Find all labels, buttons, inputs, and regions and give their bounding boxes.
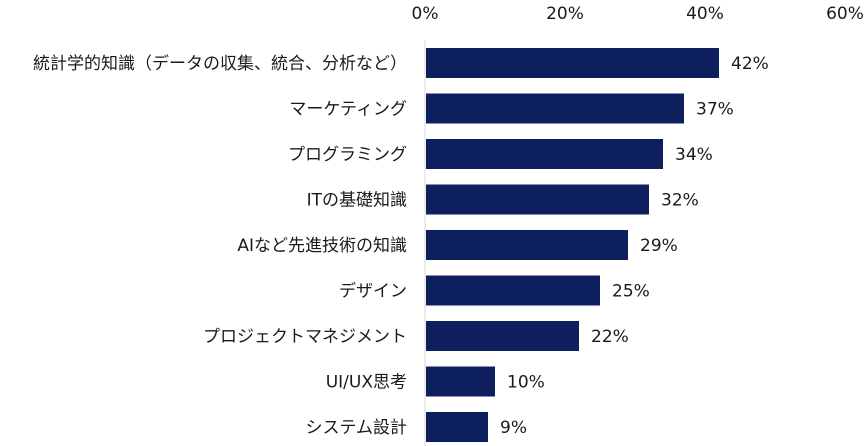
value-label: 34% bbox=[675, 145, 713, 165]
value-label: 37% bbox=[696, 100, 734, 120]
category-label: ITの基礎知識 bbox=[307, 191, 407, 211]
bar bbox=[426, 230, 628, 260]
category-label: UI/UX思考 bbox=[326, 373, 407, 393]
bars bbox=[426, 48, 719, 442]
category-label: プロジェクトマネジメント bbox=[203, 327, 407, 347]
x-tick-label: 20% bbox=[546, 4, 584, 24]
bar bbox=[426, 366, 495, 397]
category-label: マーケティング bbox=[289, 100, 407, 120]
category-label: システム設計 bbox=[306, 418, 408, 438]
bar bbox=[426, 48, 719, 78]
value-label: 25% bbox=[612, 282, 650, 302]
x-tick-label: 60% bbox=[826, 4, 864, 24]
bar bbox=[426, 321, 579, 351]
bar bbox=[426, 139, 663, 169]
x-tick-label: 40% bbox=[686, 4, 724, 24]
value-label: 29% bbox=[640, 236, 678, 256]
bar bbox=[426, 93, 684, 124]
bar bbox=[426, 275, 600, 306]
category-label: デザイン bbox=[339, 281, 407, 302]
x-tick-label: 0% bbox=[412, 4, 439, 24]
category-label: プログラミング bbox=[288, 145, 407, 165]
value-labels: 42% 37% 34% 32% 29% 25% 22% 10% 9% bbox=[500, 54, 769, 438]
value-label: 10% bbox=[507, 373, 545, 393]
bar bbox=[426, 412, 488, 442]
category-label: 統計学的知識（データの収集、統合、分析など） bbox=[33, 53, 407, 74]
category-label: AIなど先進技術の知識 bbox=[237, 236, 407, 256]
value-label: 32% bbox=[661, 191, 699, 211]
value-label: 22% bbox=[591, 327, 629, 347]
bar bbox=[426, 184, 649, 215]
value-label: 42% bbox=[731, 54, 769, 74]
value-label: 9% bbox=[500, 418, 527, 438]
x-axis-ticks: 0% 20% 40% 60% bbox=[412, 4, 864, 24]
